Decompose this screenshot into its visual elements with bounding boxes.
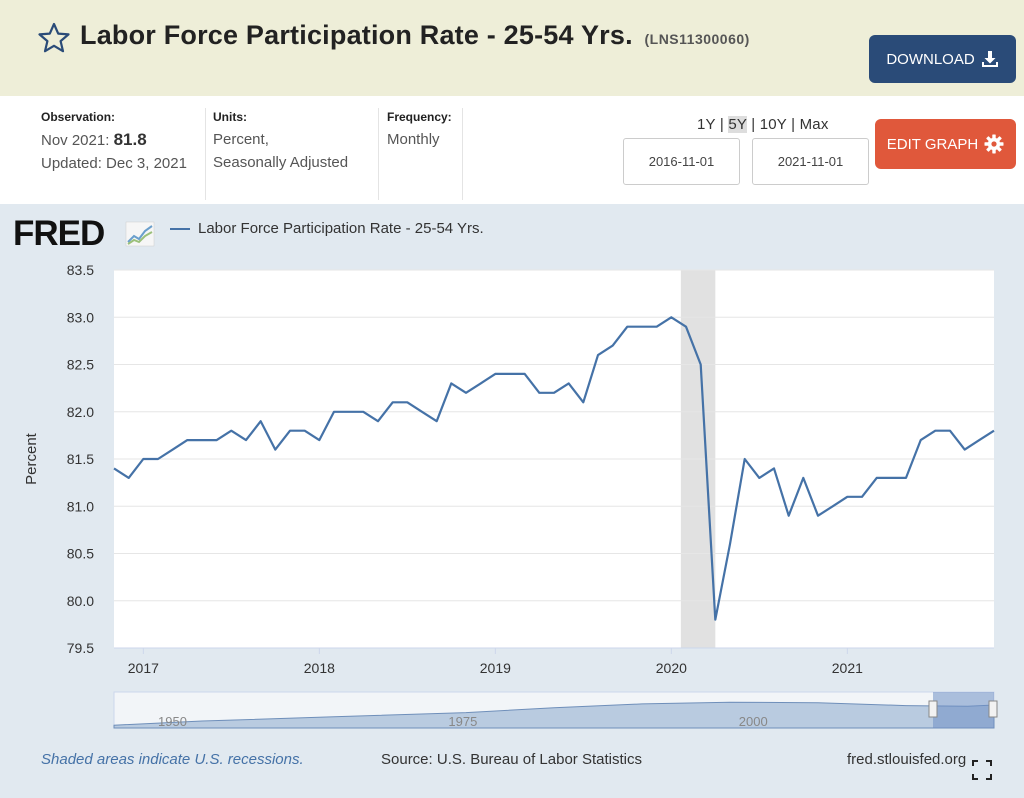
series-meta: Observation: Nov 2021: 81.8 Updated: Dec… [0, 96, 1024, 202]
download-icon [981, 51, 998, 67]
x-tick-label: 2021 [832, 660, 863, 676]
y-tick-label: 82.5 [67, 357, 94, 373]
legend-label: Labor Force Participation Rate - 25-54 Y… [198, 220, 484, 237]
observation-label: Observation: [41, 110, 116, 124]
title-bar: Labor Force Participation Rate - 25-54 Y… [0, 0, 1024, 96]
range-5y-link[interactable]: 5Y [728, 116, 747, 133]
source-url[interactable]: fred.stlouisfed.org [847, 751, 967, 768]
navigator-label: 1975 [448, 714, 477, 729]
navigator-handle-left[interactable] [928, 700, 938, 718]
edit-graph-button[interactable]: EDIT GRAPH [875, 119, 1016, 169]
y-tick-label: 81.0 [67, 498, 94, 514]
range-1y-link[interactable]: 1Y [697, 116, 716, 133]
range-separator: | [751, 116, 756, 133]
units-line1: Percent, [213, 131, 269, 148]
y-tick-label: 80.5 [67, 546, 94, 562]
y-tick-label: 83.0 [67, 309, 94, 325]
series-line [113, 316, 995, 621]
navigator-label: 1950 [158, 714, 187, 729]
observation-value-line: Nov 2021: 81.8 [41, 128, 187, 152]
observation-value: 81.8 [113, 130, 147, 149]
y-tick-label: 83.5 [67, 262, 94, 278]
recession-note: Shaded areas indicate U.S. recessions. [41, 751, 304, 768]
x-tick-label: 2017 [128, 660, 159, 676]
legend-swatch [170, 227, 190, 230]
units-label: Units: [213, 110, 247, 124]
range-max-link[interactable]: Max [799, 116, 829, 133]
divider [462, 108, 463, 200]
observation-date: Nov 2021: [41, 132, 110, 149]
range-separator: | [791, 116, 796, 133]
x-tick-label: 2018 [304, 660, 335, 676]
page-title: Labor Force Participation Rate - 25-54 Y… [80, 20, 750, 51]
observation-block: Observation: Nov 2021: 81.8 Updated: Dec… [41, 110, 187, 175]
start-date-input[interactable] [623, 138, 740, 185]
chart-svg[interactable]: 83.5 83.0 82.5 82.0 81.5 81.0 80.5 80.0 79.5 2017… [0, 204, 1024, 798]
star-outline-icon[interactable] [38, 22, 70, 54]
edit-graph-label: EDIT GRAPH [886, 135, 979, 153]
navigator-selection [933, 692, 994, 728]
y-tick-label: 81.5 [67, 451, 94, 467]
divider [205, 108, 206, 200]
y-tick-label: 82.0 [67, 404, 94, 420]
units-line2: Seasonally Adjusted [213, 154, 349, 171]
navigator-handle-right[interactable] [988, 700, 998, 718]
navigator-label: 2000 [739, 714, 768, 729]
download-label: DOWNLOAD [886, 50, 975, 68]
source-note: Source: U.S. Bureau of Labor Statistics [381, 751, 642, 768]
y-tick-label: 80.0 [67, 593, 94, 609]
range-separator: | [719, 116, 724, 133]
svg-text:FRED: FRED [13, 214, 104, 248]
range-10y-link[interactable]: 10Y [759, 116, 787, 133]
x-tick-label: 2020 [656, 660, 687, 676]
end-date-input[interactable] [752, 138, 869, 185]
y-axis-title: Percent [23, 432, 40, 485]
frequency-block: Frequency: Monthly [387, 110, 452, 151]
series-id: (LNS11300060) [644, 31, 750, 47]
download-button[interactable]: DOWNLOAD [869, 35, 1016, 83]
updated-date: Updated: Dec 3, 2021 [41, 155, 187, 172]
units-block: Units: Percent, Seasonally Adjusted [213, 110, 348, 174]
y-tick-label: 79.5 [67, 640, 94, 656]
fred-logo: FRED [13, 214, 155, 248]
x-tick-label: 2019 [480, 660, 511, 676]
gear-icon [984, 134, 1004, 154]
frequency-label: Frequency: [387, 110, 452, 124]
series-title: Labor Force Participation Rate - 25-54 Y… [80, 20, 633, 50]
fullscreen-icon[interactable] [972, 760, 992, 780]
chart-legend: Labor Force Participation Rate - 25-54 Y… [170, 220, 484, 237]
divider [378, 108, 379, 200]
chart-panel: FRED Labor Force Participation Rate - 25… [0, 204, 1024, 798]
date-range-links: 1Y | 5Y | 10Y | Max [697, 116, 829, 133]
frequency-value: Monthly [387, 131, 440, 148]
